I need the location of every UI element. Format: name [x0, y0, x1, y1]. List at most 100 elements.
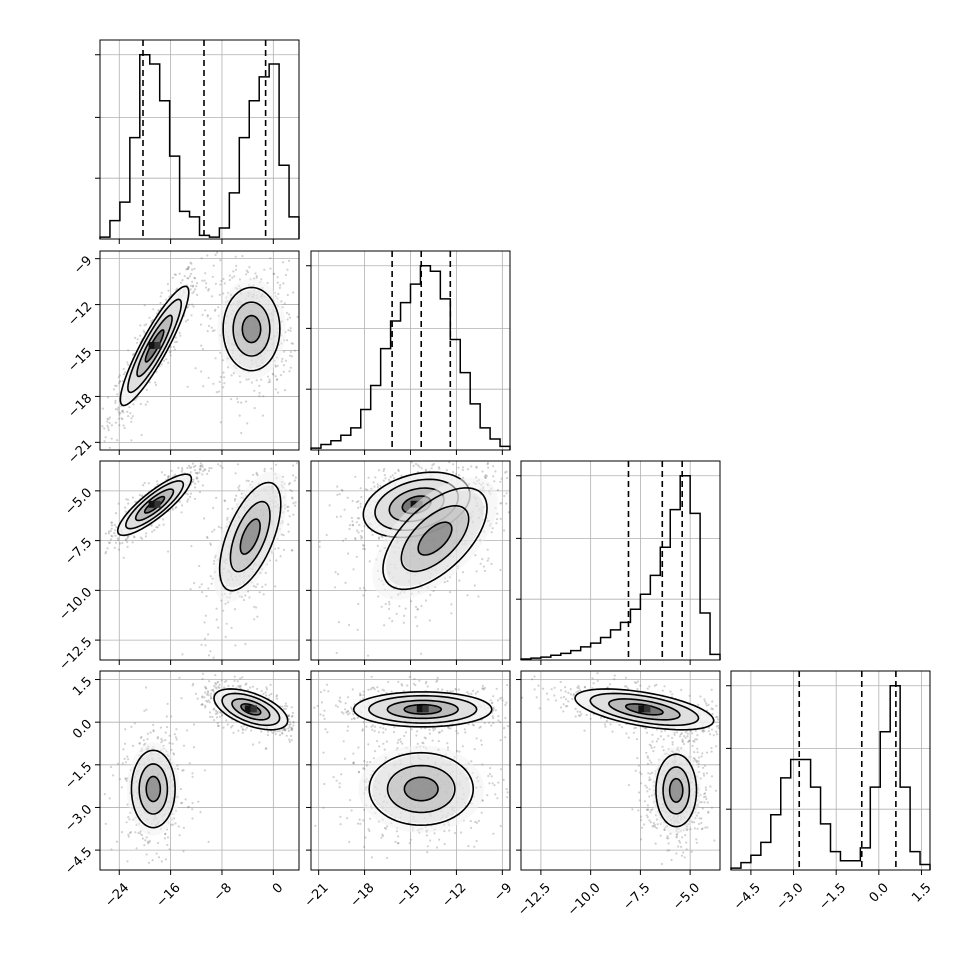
sample-point: [286, 318, 289, 321]
sample-point: [188, 762, 191, 765]
sample-point: [364, 488, 367, 491]
sample-point: [203, 279, 206, 282]
sample-point: [235, 494, 238, 497]
sample-point: [115, 840, 118, 843]
sample-point: [262, 692, 265, 696]
sample-point: [207, 324, 211, 327]
sample-point: [470, 692, 473, 696]
sample-point: [290, 739, 293, 742]
sample-point: [114, 399, 117, 402]
sample-point: [266, 375, 270, 378]
sample-point: [346, 729, 349, 732]
sample-point: [383, 624, 386, 627]
sample-point: [382, 731, 385, 734]
sample-point: [323, 717, 326, 721]
sample-point: [418, 679, 421, 682]
sample-point: [208, 467, 211, 470]
sample-point: [164, 739, 167, 742]
sample-point: [415, 734, 418, 737]
sample-point: [388, 617, 391, 620]
sample-point: [327, 690, 330, 693]
sample-point: [455, 729, 458, 733]
sample-point: [207, 691, 210, 694]
sample-point: [103, 440, 106, 443]
sample-point: [241, 255, 244, 258]
sample-point: [109, 529, 112, 533]
sample-point: [201, 672, 205, 675]
sample-point: [291, 711, 294, 715]
sample-point: [220, 279, 223, 283]
sample-point: [481, 558, 484, 561]
sample-point: [197, 480, 200, 483]
joint-panel-0-3: [99, 670, 300, 871]
sample-point: [228, 278, 231, 282]
sample-point: [339, 696, 342, 699]
sample-point: [404, 731, 407, 734]
sample-point: [122, 748, 125, 751]
sample-point: [135, 847, 138, 850]
sample-point: [222, 292, 225, 295]
sample-point: [319, 691, 322, 694]
sample-point: [210, 582, 213, 585]
sample-point: [284, 273, 288, 277]
sample-point: [323, 709, 326, 712]
sample-point: [406, 684, 409, 687]
sample-point: [474, 692, 477, 695]
sample-point: [359, 487, 362, 490]
sample-point: [410, 600, 413, 603]
sample-point: [217, 525, 220, 529]
sample-point: [279, 555, 282, 558]
sample-point: [260, 378, 263, 381]
sample-point: [371, 533, 374, 536]
sample-point: [127, 816, 130, 819]
sample-point: [288, 738, 291, 741]
sample-point: [282, 261, 285, 264]
sample-point: [179, 788, 182, 791]
sample-point: [156, 483, 159, 486]
sample-point: [117, 417, 121, 420]
panel-frame: [520, 460, 721, 661]
sample-point: [174, 507, 177, 510]
sample-point: [394, 472, 397, 475]
sample-point: [189, 492, 193, 495]
sample-point: [217, 680, 220, 683]
sample-point: [145, 836, 148, 839]
sample-point: [388, 603, 391, 606]
sample-point: [141, 837, 144, 840]
sample-point: [198, 586, 201, 589]
sample-point: [127, 833, 130, 836]
sample-point: [223, 282, 226, 285]
sample-point: [337, 621, 340, 624]
sample-point: [271, 372, 274, 375]
sample-point: [128, 406, 131, 409]
sample-point: [289, 327, 292, 330]
sample-point: [126, 803, 129, 806]
sample-point: [214, 682, 217, 685]
sample-point: [276, 364, 279, 367]
sample-point: [270, 692, 273, 696]
sample-point: [196, 477, 199, 480]
sample-point: [276, 697, 279, 700]
sample-point: [234, 268, 238, 271]
sample-point: [143, 331, 146, 334]
sample-point: [267, 730, 270, 733]
density-core: [250, 705, 257, 713]
sample-point: [289, 354, 292, 357]
sample-point: [395, 612, 398, 616]
sample-point: [261, 414, 264, 417]
sample-point: [420, 652, 423, 655]
sample-point: [120, 417, 123, 420]
sample-point: [158, 524, 161, 527]
sample-point: [505, 701, 508, 704]
sample-point: [351, 523, 355, 527]
sample-point: [223, 376, 226, 379]
sample-point: [172, 508, 175, 511]
sample-point: [234, 497, 237, 501]
sample-point: [270, 467, 273, 470]
sample-point: [162, 523, 165, 526]
sample-point: [245, 378, 248, 381]
sample-point: [133, 536, 136, 539]
sample-point: [219, 464, 222, 468]
sample-point: [425, 599, 428, 602]
sample-point: [352, 713, 355, 716]
